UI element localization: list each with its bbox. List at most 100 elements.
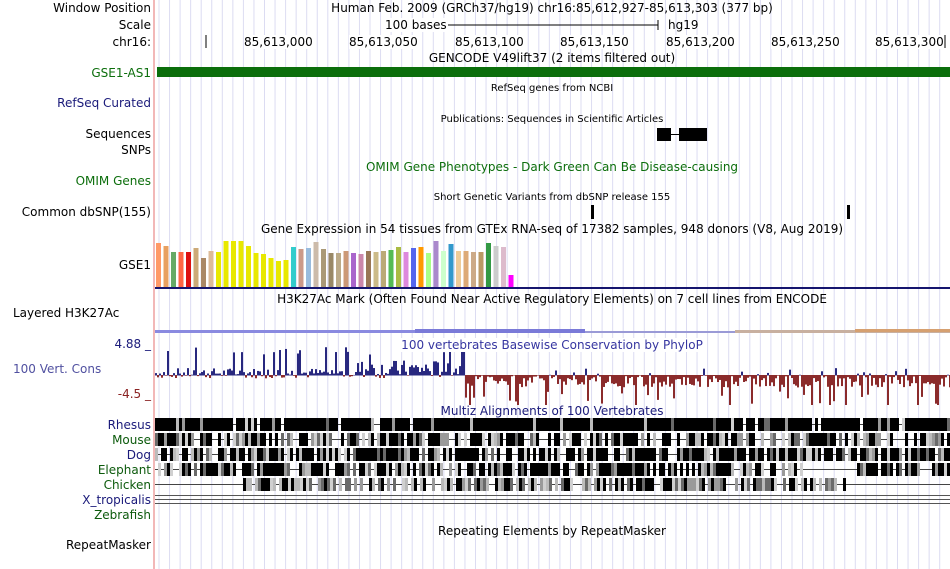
- track-label-gse1-as1[interactable]: GSE1-AS1: [91, 66, 151, 80]
- gtex-tissue-bar[interactable]: [396, 247, 401, 287]
- gtex-tissue-bar[interactable]: [238, 241, 244, 287]
- gtex-tissue-bar[interactable]: [418, 247, 424, 287]
- alignment-block: [581, 418, 584, 431]
- phylop-score-bar: [849, 375, 851, 379]
- gtex-tissue-bar[interactable]: [298, 249, 304, 287]
- gtex-tissue-bar[interactable]: [313, 242, 319, 287]
- gtex-tissue-bar[interactable]: [306, 248, 311, 287]
- gtex-tissue-bar[interactable]: [208, 251, 214, 287]
- alignment-block: [464, 448, 467, 461]
- species-label-dog[interactable]: Dog: [126, 448, 151, 462]
- phylop-score-bar: [231, 370, 233, 376]
- gtex-tissue-bar[interactable]: [351, 253, 356, 287]
- gtex-tissue-bar[interactable]: [381, 251, 386, 287]
- gtex-tissue-bar[interactable]: [456, 251, 461, 287]
- gtex-bar-chart[interactable]: [155, 237, 555, 289]
- gtex-tissue-bar[interactable]: [283, 260, 289, 287]
- phylop-score-bar: [809, 375, 811, 386]
- gtex-tissue-bar[interactable]: [216, 252, 221, 287]
- track-label-sequences[interactable]: Sequences: [85, 127, 151, 141]
- gtex-tissue-bar[interactable]: [426, 253, 431, 287]
- gtex-tissue-bar[interactable]: [261, 254, 266, 287]
- alignment-block: [809, 448, 812, 461]
- gtex-tissue-bar[interactable]: [328, 253, 334, 287]
- alignment-block: [344, 448, 347, 461]
- gtex-tissue-bar[interactable]: [231, 241, 236, 287]
- gtex-tissue-bar[interactable]: [253, 253, 259, 287]
- phylop-score-bar: [441, 371, 443, 376]
- phylop-score-bar: [429, 371, 431, 376]
- gtex-tissue-bar[interactable]: [268, 258, 274, 287]
- gtex-tissue-bar[interactable]: [156, 243, 161, 287]
- gtex-tissue-bar[interactable]: [358, 254, 364, 287]
- alignment-row-mouse[interactable]: [155, 433, 950, 446]
- alignment-block: [272, 448, 275, 461]
- gtex-tissue-bar[interactable]: [223, 241, 229, 287]
- track-label-dbsnp[interactable]: Common dbSNP(155): [21, 205, 151, 219]
- gtex-tissue-bar[interactable]: [508, 275, 514, 287]
- gtex-tissue-bar[interactable]: [463, 251, 469, 287]
- species-label-rhesus[interactable]: Rhesus: [107, 418, 151, 432]
- track-image[interactable]: Human Feb. 2009 (GRCh37/hg19) chr16:85,6…: [155, 0, 950, 569]
- track-label-h3k27ac[interactable]: Layered H3K27Ac: [13, 306, 120, 320]
- alignment-block: [717, 478, 720, 491]
- publication-sequence-feature[interactable]: [657, 128, 707, 141]
- gtex-tissue-bar[interactable]: [193, 248, 199, 287]
- gtex-tissue-bar[interactable]: [441, 251, 446, 287]
- alignment-block: [473, 418, 476, 431]
- phylop-conservation-plot[interactable]: [155, 345, 950, 405]
- gtex-tissue-bar[interactable]: [433, 241, 439, 287]
- gtex-tissue-bar[interactable]: [246, 246, 251, 287]
- gtex-tissue-bar[interactable]: [171, 252, 176, 287]
- gtex-tissue-bar[interactable]: [291, 247, 296, 287]
- gtex-tissue-bar[interactable]: [201, 258, 206, 287]
- alignment-row-elephant[interactable]: [155, 463, 950, 476]
- gtex-tissue-bar[interactable]: [321, 249, 326, 287]
- track-label-refseq[interactable]: RefSeq Curated: [57, 96, 151, 110]
- alignment-row-dog[interactable]: [155, 448, 950, 461]
- gtex-tissue-bar[interactable]: [186, 252, 191, 287]
- alignment-row-rhesus[interactable]: [155, 418, 950, 431]
- snp-marker[interactable]: [847, 205, 850, 219]
- track-label-conservation[interactable]: 100 Vert. Cons: [13, 362, 102, 376]
- alignment-block: [528, 478, 531, 491]
- gse1-as1-transcript[interactable]: [157, 67, 950, 77]
- gtex-tissue-bar[interactable]: [163, 246, 169, 287]
- species-label-mouse[interactable]: Mouse: [112, 433, 151, 447]
- track-label-repeatmasker[interactable]: RepeatMasker: [65, 538, 151, 552]
- gtex-tissue-bar[interactable]: [478, 252, 484, 287]
- alignment-block: [371, 433, 374, 446]
- phylop-score-bar: [655, 375, 657, 378]
- species-label-elephant[interactable]: Elephant: [97, 463, 151, 477]
- gtex-tissue-bar[interactable]: [471, 252, 476, 287]
- gtex-tissue-bar[interactable]: [373, 252, 379, 287]
- gtex-tissue-bar[interactable]: [501, 247, 506, 287]
- species-label-xtropicalis[interactable]: X_tropicalis: [82, 493, 151, 507]
- species-label-zebrafish[interactable]: Zebrafish: [94, 508, 151, 522]
- phylop-score-bar: [801, 375, 803, 387]
- track-label-snps[interactable]: SNPs: [121, 143, 151, 157]
- h3k27ac-signal[interactable]: [155, 320, 950, 336]
- gtex-tissue-bar[interactable]: [366, 251, 371, 287]
- phylop-score-bar: [865, 375, 867, 378]
- gtex-tissue-bar[interactable]: [343, 251, 349, 287]
- alignment-block: [782, 448, 785, 461]
- gtex-tissue-bar[interactable]: [403, 252, 409, 287]
- track-label-omim[interactable]: OMIM Genes: [75, 174, 151, 188]
- gtex-tissue-bar[interactable]: [178, 252, 184, 287]
- alignment-block: [473, 448, 476, 461]
- gtex-tissue-bar[interactable]: [493, 246, 499, 287]
- gtex-tissue-bar[interactable]: [411, 248, 416, 287]
- phylop-score-bar: [287, 373, 289, 376]
- gtex-tissue-bar[interactable]: [388, 250, 394, 287]
- gtex-tissue-bar[interactable]: [448, 244, 454, 287]
- gtex-tissue-bar[interactable]: [486, 243, 491, 287]
- alignment-block: [260, 448, 263, 461]
- gtex-tissue-bar[interactable]: [336, 253, 341, 287]
- gtex-tissue-bar[interactable]: [276, 261, 281, 287]
- alignment-row-chicken[interactable]: [155, 478, 950, 491]
- track-label-gse1-gtex[interactable]: GSE1: [118, 258, 151, 272]
- phylop-score-bar: [841, 375, 843, 387]
- species-label-chicken[interactable]: Chicken: [103, 478, 151, 492]
- snp-marker[interactable]: [591, 205, 594, 219]
